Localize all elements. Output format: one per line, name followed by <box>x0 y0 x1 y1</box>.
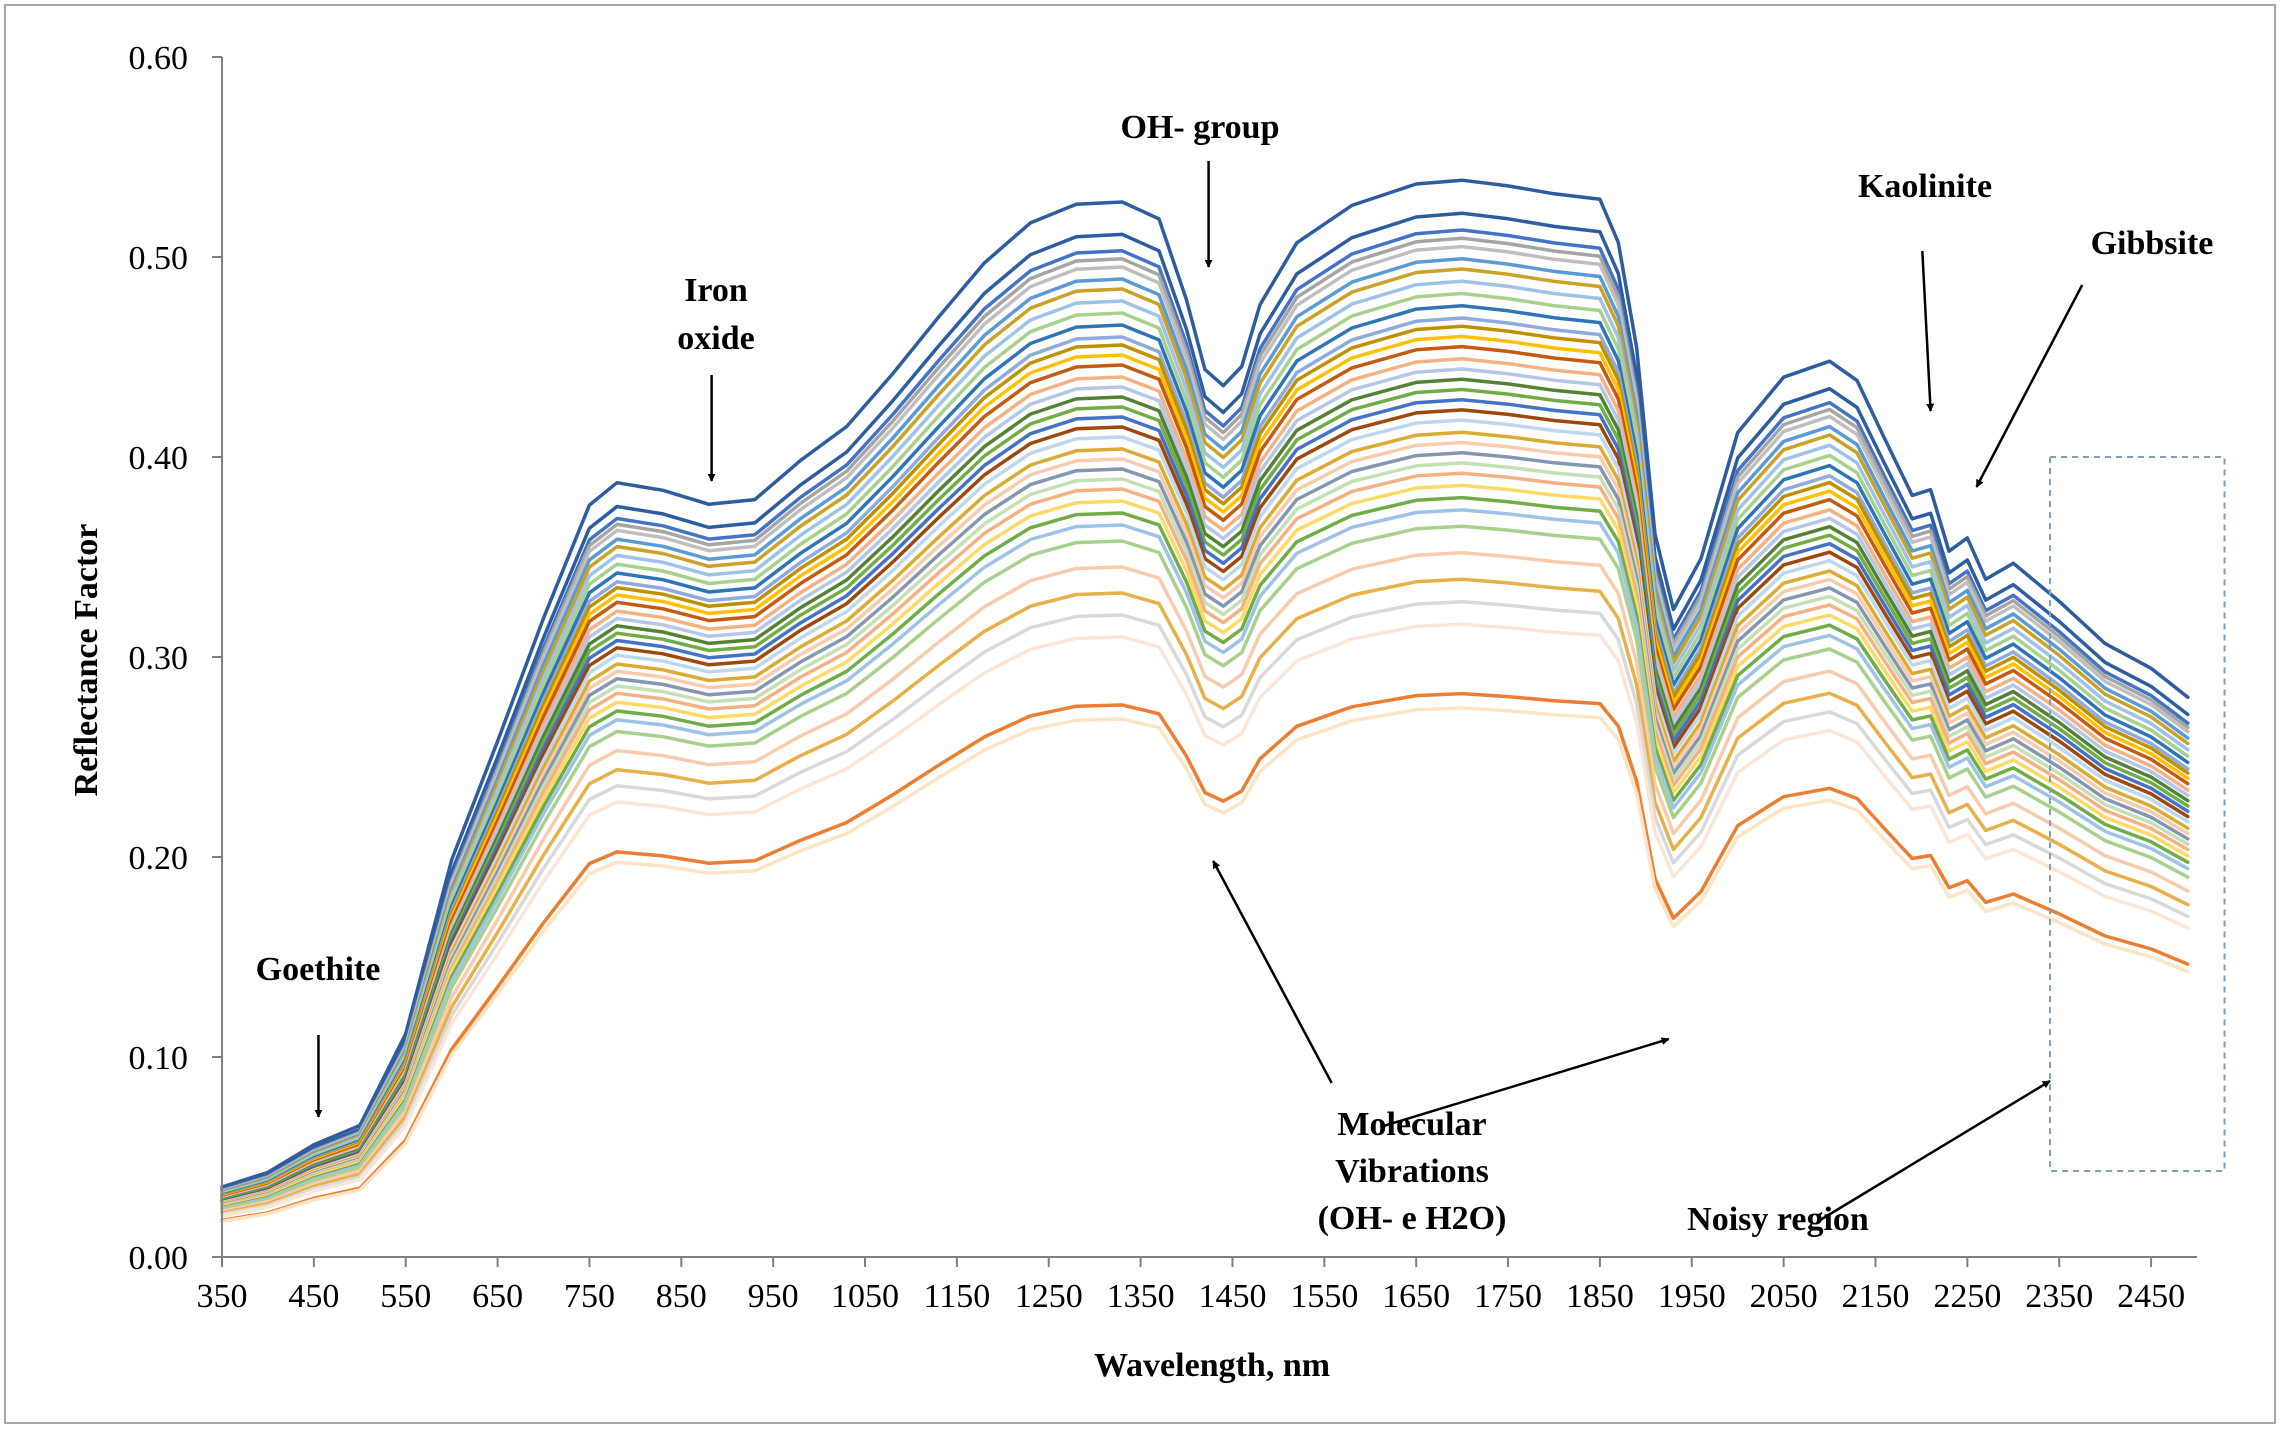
axes-layer: 0.00 0.10 0.20 0.30 0.40 0.50 0.60 350 450 550 650… <box>129 40 2197 1315</box>
goethite-label: Goethite <box>256 951 381 988</box>
spectrum-line-22 <box>220 430 2190 1206</box>
spectrum-line-6 <box>220 257 2190 1194</box>
spectrum-line-26 <box>220 471 2190 1208</box>
spectrum-line-8 <box>220 279 2190 1196</box>
x-tick-label: 650 <box>472 1278 523 1315</box>
spectrum-line-20 <box>220 408 2190 1204</box>
spectrum-line-29 <box>220 508 2190 1211</box>
x-tick-label: 1350 <box>1107 1278 1175 1315</box>
molecular-label: (OH- e H2O) <box>1318 1200 1507 1237</box>
x-tick-label: 2450 <box>2117 1278 2185 1315</box>
spectrum-line-3 <box>220 228 2190 1193</box>
x-axis-title: Wavelength, nm <box>1094 1347 1330 1384</box>
y-tick-label: 0.10 <box>129 1040 189 1077</box>
chart-frame <box>4 4 2276 1424</box>
x-tick-label: 2350 <box>2025 1278 2093 1315</box>
y-tick-label: 0.20 <box>129 840 189 877</box>
y-tick-label: 0.40 <box>129 440 189 477</box>
molecular-label: Molecular <box>1337 1106 1486 1143</box>
y-tick-label: 0.60 <box>129 40 189 77</box>
spectrum-line-27 <box>220 483 2190 1209</box>
x-tick-label: 850 <box>656 1278 707 1315</box>
spectrum-line-2 <box>220 211 2190 1191</box>
x-tick-label: 1050 <box>831 1278 899 1315</box>
spectrum-line-16 <box>220 367 2190 1202</box>
x-tick-label: 2050 <box>1750 1278 1818 1315</box>
x-tick-label: 1150 <box>924 1278 991 1315</box>
spectrum-line-28 <box>220 495 2190 1210</box>
spectrum-line-11 <box>220 316 2190 1198</box>
x-tick-label: 1750 <box>1474 1278 1542 1315</box>
iron-oxide-label: Iron <box>684 272 748 309</box>
spectrum-line-24 <box>220 450 2190 1207</box>
kaolinite-label: Kaolinite <box>1858 168 1992 205</box>
noisy-arrow <box>1817 1079 2051 1223</box>
x-tick-label: 1650 <box>1382 1278 1450 1315</box>
x-tick-label: 1550 <box>1290 1278 1358 1315</box>
spectrum-line-4 <box>220 236 2190 1193</box>
noisy-label: Noisy region <box>1687 1201 1869 1238</box>
x-tick-label: 550 <box>380 1278 431 1315</box>
molecular-arrow <box>1212 860 1333 1084</box>
spectrum-line-15 <box>220 357 2190 1201</box>
x-tick-label: 1850 <box>1566 1278 1634 1315</box>
y-axis-title: Reflectance Factor <box>68 524 105 797</box>
y-tick-label: 0.50 <box>129 240 189 277</box>
y-tick-label: 0.30 <box>129 640 189 677</box>
x-tick-label: 950 <box>748 1278 799 1315</box>
spectrum-line-35 <box>220 691 2190 1223</box>
x-tick-label: 350 <box>197 1278 248 1315</box>
x-tick-label: 2250 <box>1933 1278 2001 1315</box>
x-tick-label: 450 <box>288 1278 339 1315</box>
x-tick-label: 1450 <box>1198 1278 1266 1315</box>
series-layer <box>220 178 2190 1224</box>
spectrum-line-23 <box>220 440 2190 1206</box>
molecular-b-arrow <box>1379 1037 1670 1129</box>
spectrum-line-5 <box>220 244 2190 1194</box>
spectrum-line-30 <box>220 524 2190 1212</box>
iron-oxide-label: oxide <box>677 320 754 357</box>
spectrum-line-10 <box>220 304 2190 1197</box>
kaolinite-arrow <box>1921 250 1935 412</box>
noisy-region-box <box>2049 456 2226 1172</box>
spectrum-line-17 <box>220 377 2190 1202</box>
spectrum-line-1 <box>220 178 2190 1189</box>
spectrum-line-9 <box>220 291 2190 1197</box>
y-tick-label: 0.00 <box>129 1240 189 1277</box>
spectrum-line-12 <box>220 324 2190 1199</box>
spectrum-line-14 <box>220 344 2190 1200</box>
spectrum-line-34 <box>220 622 2190 1218</box>
spectrum-line-7 <box>220 267 2190 1195</box>
spectrum-line-32 <box>220 577 2190 1215</box>
spectrum-line-36 <box>220 706 2190 1224</box>
spectrum-line-25 <box>220 461 2190 1208</box>
annotation-layer: Goethite Iron oxide OH- group Kaolinite Gibbs… <box>256 109 2226 1238</box>
x-tick-label: 1250 <box>1015 1278 1083 1315</box>
spectrum-line-31 <box>220 551 2190 1213</box>
x-tick-label: 750 <box>564 1278 615 1315</box>
spectrum-line-19 <box>220 397 2190 1204</box>
gibbsite-arrow <box>1975 284 2084 488</box>
molecular-label: Vibrations <box>1335 1153 1489 1190</box>
oh-group-label: OH- group <box>1120 109 1279 146</box>
x-tick-label: 1950 <box>1658 1278 1726 1315</box>
x-tick-label: 2150 <box>1841 1278 1909 1315</box>
spectrum-line-13 <box>220 334 2190 1199</box>
spectrum-line-18 <box>220 387 2190 1203</box>
gibbsite-label: Gibbsite <box>2091 225 2214 262</box>
spectrum-line-33 <box>220 600 2190 1217</box>
spectrum-line-21 <box>220 418 2190 1205</box>
